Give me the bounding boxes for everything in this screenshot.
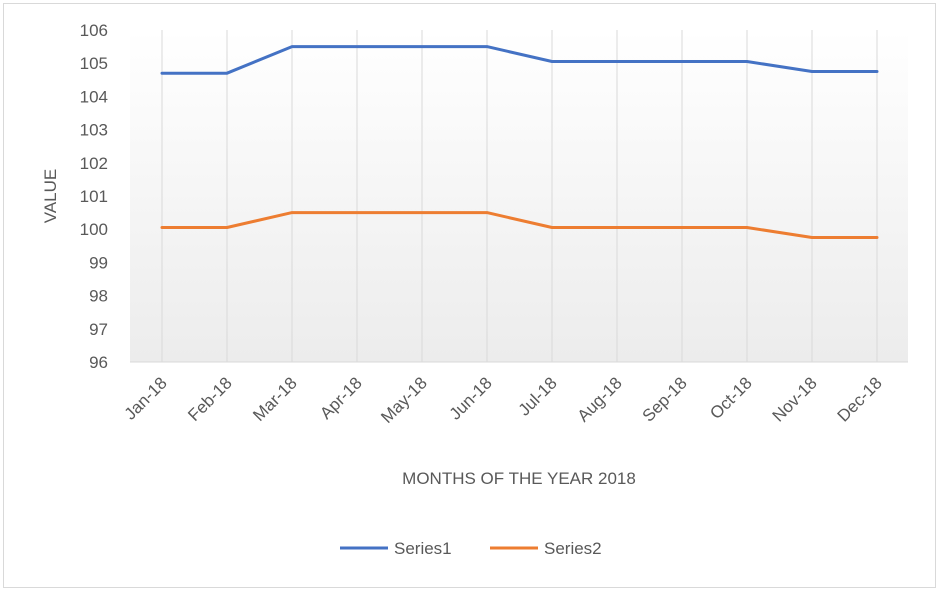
x-tick-label: Jan-18 (121, 373, 171, 423)
legend-item-series2: Series2 (490, 539, 602, 558)
y-tick-label: 96 (89, 353, 108, 372)
y-tick-label: 101 (80, 187, 108, 206)
series-lines (160, 45, 879, 239)
y-tick-label: 105 (80, 54, 108, 73)
x-tick-label: Dec-18 (834, 373, 886, 425)
x-axis-ticks: Jan-18 Feb-18 Mar-18 Apr-18 May-18 Jun-18 Jul-… (121, 373, 886, 427)
legend-item-series1: Series1 (340, 539, 452, 558)
gridlines (130, 30, 908, 363)
y-tick-label: 98 (89, 287, 108, 306)
y-tick-label: 106 (80, 21, 108, 40)
y-tick-label: 102 (80, 154, 108, 173)
x-tick-label: Jun-18 (446, 373, 496, 423)
legend: Series1 Series2 (340, 539, 602, 558)
x-axis-title: MONTHS OF THE YEAR 2018 (402, 469, 636, 488)
y-axis-ticks: 96 97 98 99 100 101 102 103 104 105 106 (80, 21, 108, 372)
y-tick-label: 97 (89, 320, 108, 339)
x-tick-label: Nov-18 (769, 373, 821, 425)
x-tick-label: Oct-18 (706, 373, 756, 423)
y-tick-label: 100 (80, 220, 108, 239)
y-axis-title: VALUE (41, 169, 60, 224)
x-tick-label: May-18 (377, 373, 431, 427)
x-tick-label: Feb-18 (184, 373, 236, 425)
legend-label: Series1 (394, 539, 452, 558)
series-line-series2 (160, 211, 879, 239)
x-tick-label: Sep-18 (639, 373, 691, 425)
legend-label: Series2 (544, 539, 602, 558)
series-line-series1 (160, 45, 879, 75)
y-tick-label: 104 (80, 87, 108, 106)
x-tick-label: Mar-18 (249, 373, 301, 425)
x-tick-label: Apr-18 (316, 373, 366, 423)
x-tick-label: Jul-18 (515, 373, 561, 419)
plot-area (130, 30, 908, 362)
y-tick-label: 99 (89, 253, 108, 272)
y-tick-label: 103 (80, 121, 108, 140)
x-tick-label: Aug-18 (574, 373, 626, 425)
